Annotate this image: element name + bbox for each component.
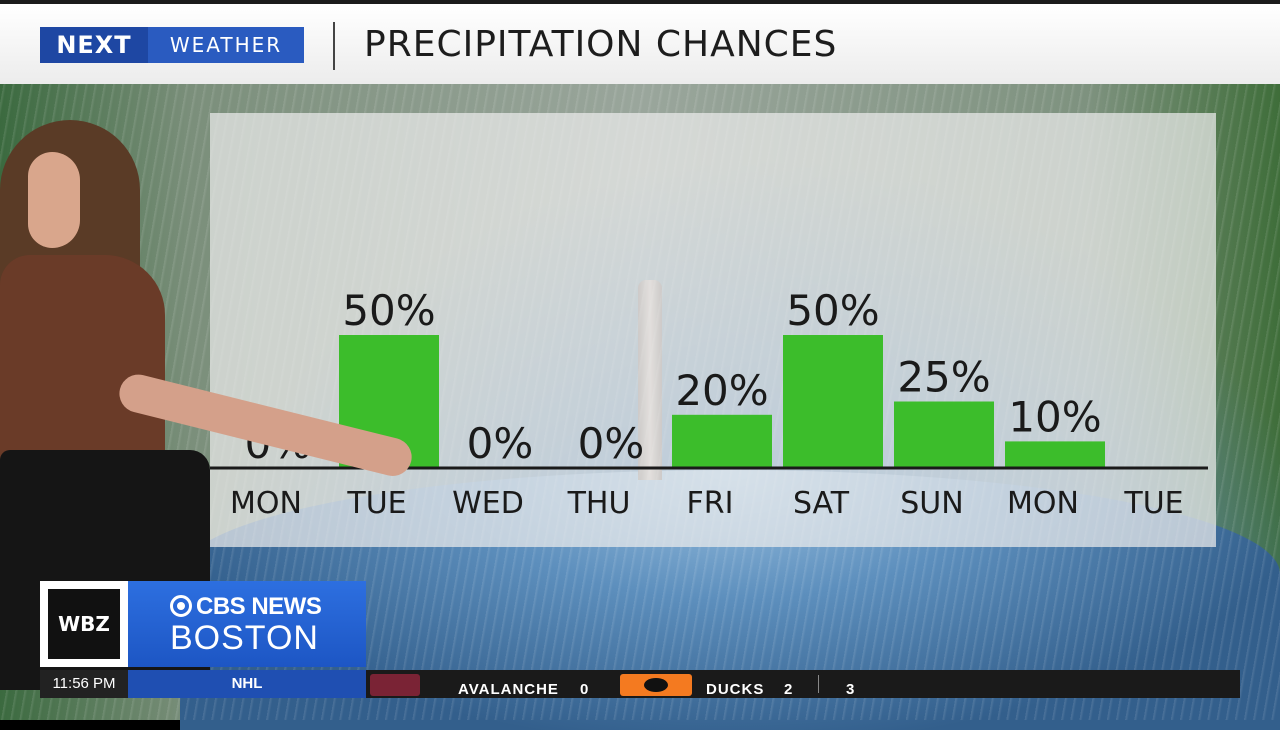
presenter-figure — [0, 120, 416, 690]
presenter-face — [28, 152, 80, 248]
category-label: MON — [230, 486, 302, 521]
ticker-league: NHL — [128, 670, 366, 698]
category-label: TUE — [1123, 486, 1183, 521]
ticker-separator — [818, 675, 819, 693]
avalanche-logo-icon — [370, 674, 420, 696]
data-label: 0% — [467, 419, 534, 468]
data-label: 50% — [786, 286, 879, 335]
header-bar: NEXT WEATHER PRECIPITATION CHANCES — [0, 0, 1280, 84]
category-label: TUE — [346, 486, 406, 521]
data-label: 0% — [578, 419, 645, 468]
chart-bar — [672, 414, 772, 468]
brand-next-text: NEXT — [40, 27, 148, 63]
category-label: SUN — [900, 486, 963, 521]
ticker-team-1: AVALANCHE — [458, 681, 559, 698]
network-bug: CBS NEWS BOSTON — [128, 581, 366, 667]
network-name: CBS NEWS — [196, 593, 322, 620]
station-logo: WBZ — [40, 581, 128, 667]
ducks-logo-icon — [620, 674, 692, 696]
station-logo-text: WBZ — [48, 589, 120, 659]
ticker-score-1: 0 — [580, 681, 589, 698]
page-title: PRECIPITATION CHANCES — [364, 24, 838, 65]
brand-weather-text: WEATHER — [169, 33, 283, 57]
data-label: 20% — [675, 366, 768, 415]
data-label: 50% — [342, 286, 435, 335]
score-ticker: 11:56 PM NHL AVALANCHE 0 DUCKS 2 3 — [40, 670, 1240, 698]
chart-panel: 0%MON50%TUE0%WED0%THU20%FRI50%SAT25%SUN1… — [210, 113, 1216, 547]
category-label: FRI — [687, 486, 734, 521]
category-label: SAT — [793, 486, 850, 521]
brand-logo: NEXT WEATHER — [40, 27, 304, 63]
presenter-top — [0, 255, 165, 475]
network-city: BOSTON — [170, 619, 319, 657]
ticker-time: 11:56 PM — [40, 670, 128, 698]
precipitation-chart: 0%MON50%TUE0%WED0%THU20%FRI50%SAT25%SUN1… — [210, 286, 1208, 521]
chart-bar — [783, 335, 883, 468]
category-label: MON — [1007, 486, 1079, 521]
category-label: THU — [567, 486, 631, 521]
data-label: 25% — [897, 353, 990, 402]
category-label: WED — [452, 486, 524, 521]
data-label: 10% — [1008, 392, 1101, 441]
chart-bar — [1005, 441, 1105, 468]
cbs-eye-icon — [170, 595, 192, 617]
header-divider — [333, 22, 335, 70]
ticker-team-2: DUCKS — [706, 681, 765, 698]
ticker-period: 3 — [846, 681, 855, 698]
ticker-score-2: 2 — [784, 681, 793, 698]
chart-bar — [894, 401, 994, 468]
